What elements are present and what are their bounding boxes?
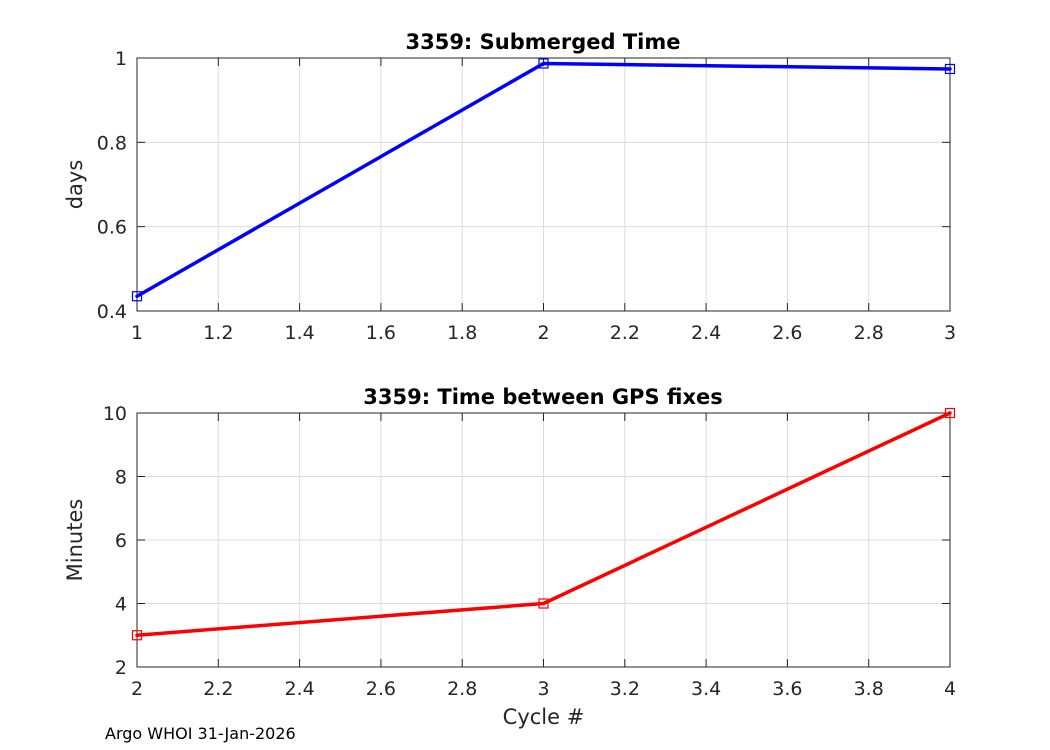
x-tick-label: 2 [537,322,549,344]
x-tick-label: 3.6 [772,678,802,700]
data-point-marker [538,598,549,609]
x-tick-label: 1.6 [366,322,396,344]
data-point-marker [131,291,143,302]
x-tick-label: 2.6 [772,322,802,344]
x-tick-label: 3 [944,322,956,344]
y-tick-label: 0.6 [97,217,127,239]
x-tick-label: 3.2 [610,678,640,700]
y-axis-label: Minutes [63,499,87,582]
x-tick-label: 3 [537,678,549,700]
x-tick-label: 4 [944,678,956,700]
chart-panel-1: 1 1.2 1.4 1.6 1.8 2 2.2 2.4 2.6 2.8 3 0.4 0.6 0.8 1 335… [63,30,956,344]
x-tick-label: 1.2 [203,322,233,344]
y-tick-label: 4 [115,594,127,616]
y-tick-label: 0.8 [97,132,127,154]
y-tick-label: 0.4 [97,301,127,323]
x-tick-label: 1.4 [284,322,314,344]
data-point-marker [131,630,143,641]
data-point-marker [944,407,956,419]
x-tick-label: 1.8 [447,322,477,344]
footer-text: Argo WHOI 31-Jan-2026 [105,724,296,743]
series-line [135,411,952,637]
x-tick-label: 2.8 [854,322,884,344]
y-tick-label: 6 [115,530,127,552]
x-tick-label: 2.8 [447,678,477,700]
x-tick-label: 2.2 [203,678,233,700]
y-tick-label: 10 [103,403,127,425]
series-line [135,61,952,298]
x-tick-label: 2.4 [284,678,314,700]
y-axis-label: days [63,160,87,210]
chart-title: 3359: Time between GPS fixes [363,385,723,409]
x-tick-label: 2.2 [610,322,640,344]
y-tick-label: 2 [115,657,127,679]
x-tick-label: 2.4 [691,322,721,344]
chart-title: 3359: Submerged Time [405,30,680,54]
x-tick-label: 3.4 [691,678,721,700]
chart-panel-2: 2 2.2 2.4 2.6 2.8 3 3.2 3.4 3.6 3.8 4 2 4 6 8 10 3359: T… [63,385,956,729]
y-tick-label: 1 [115,48,127,70]
x-tick-label: 3.8 [854,678,884,700]
x-tick-label: 2 [131,678,143,700]
x-tick-label: 2.6 [366,678,396,700]
data-point-marker [944,63,956,75]
x-axis-label: Cycle # [503,705,585,729]
y-tick-label: 8 [115,467,127,489]
data-point-marker [538,58,549,69]
x-tick-label: 1 [131,322,143,344]
